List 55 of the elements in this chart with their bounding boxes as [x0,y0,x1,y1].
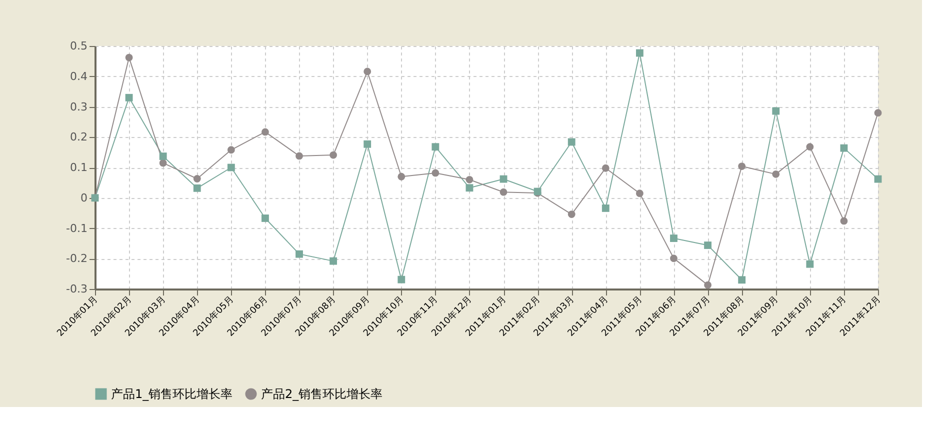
y-tick-label: 0.3 [70,100,88,114]
point [840,144,848,152]
point [159,159,167,167]
point [772,107,780,115]
point [296,250,303,258]
point [738,276,746,284]
point [398,276,406,284]
point [125,54,133,62]
y-tick-label: 0.2 [70,130,88,144]
point [568,210,576,218]
point [466,176,474,184]
point [159,152,167,160]
point [806,143,814,151]
y-tick-label: -0.2 [66,252,88,266]
point [670,234,678,242]
point [262,214,269,222]
y-tick-label: -0.1 [66,222,88,235]
point [193,175,201,182]
y-tick-label: 0.5 [70,40,88,52]
point [806,260,814,268]
y-tick-label: 0.4 [70,70,88,83]
point [636,190,644,198]
point [330,151,338,159]
point [670,254,678,262]
point [398,172,406,180]
legend-label: 产品2_销售环比增长率 [261,387,383,401]
point [432,169,440,177]
point [364,140,372,148]
y-tick-label: -0.3 [66,282,88,296]
point [330,257,338,265]
point [874,109,882,117]
point [636,49,644,57]
point [738,162,746,170]
point [568,138,576,146]
point [500,175,508,183]
point [296,152,303,160]
point [125,94,133,102]
legend-label: 产品1_销售环比增长率 [111,387,233,401]
point [602,204,610,212]
point [772,170,780,178]
point [193,184,201,192]
point [500,188,508,196]
point [227,146,235,154]
point [874,175,882,183]
point [602,164,610,172]
point [364,68,372,76]
y-tick-label: 0 [80,191,88,204]
point [840,217,848,225]
y-tick-label: 0.1 [70,161,88,174]
point [704,242,712,249]
point [262,128,269,136]
point [704,281,712,289]
point [227,164,235,172]
point [432,143,440,151]
point [466,184,474,192]
